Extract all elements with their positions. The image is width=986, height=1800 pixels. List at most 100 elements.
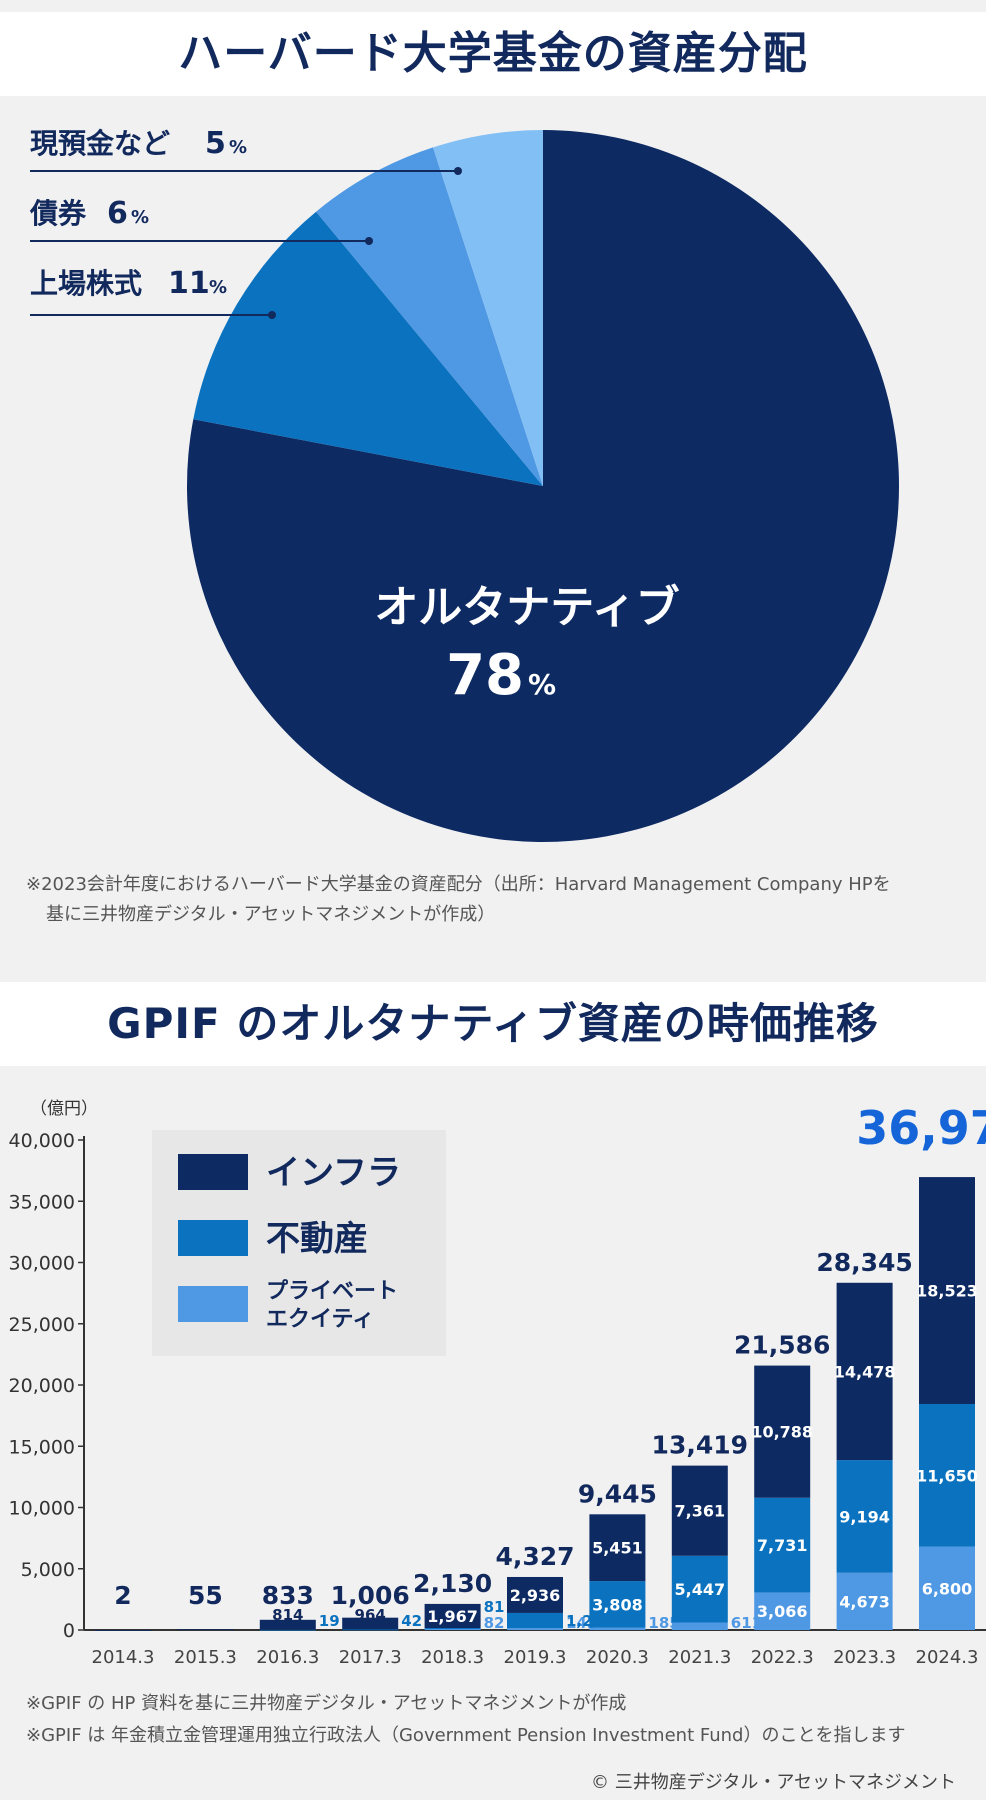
bar-total-label: 13,419: [652, 1431, 748, 1460]
bar-segment-infra-label: 2,936: [510, 1586, 561, 1605]
bar-group: 3,066 7,731 10,788 21,586 2022.3: [734, 1331, 830, 1668]
pie-callout-cash: 現預金など 5 %: [30, 126, 462, 175]
legend-swatch-real-estate: [178, 1220, 248, 1256]
bar-segment-infra: [507, 1576, 563, 1613]
bar-segment-private-equity-label: 3,066: [757, 1602, 808, 1621]
y-tick-label: 25,000: [9, 1314, 75, 1336]
bar-total-label: 28,345: [816, 1248, 912, 1277]
y-tick-label: 35,000: [9, 1191, 75, 1213]
bar-source-note: ※GPIF の HP 資料を基に三井物産デジタル・アセットマネジメントが作成 ※…: [26, 1688, 905, 1752]
bar-total-label: 1,006: [331, 1581, 410, 1610]
y-tick-label: 0: [63, 1620, 75, 1642]
x-tick-label: 2016.3: [256, 1647, 319, 1668]
bar-group: 6,800 11,650 18,523 36,972 2024.3: [856, 1101, 986, 1668]
x-tick-label: 2023.3: [833, 1647, 896, 1668]
bar-segment-private-equity: [836, 1572, 893, 1630]
bar-segment-real-estate: [671, 1555, 728, 1623]
copyright: © 三井物産デジタル・アセットマネジメント: [591, 1772, 956, 1793]
bar-segment-real-estate: [589, 1581, 646, 1628]
y-unit-label: （億円）: [30, 1099, 98, 1119]
bar-total-label: 2,130: [413, 1569, 492, 1598]
bar-segment-real-estate-label: 3,808: [592, 1595, 643, 1614]
pie-note-line-2: 基に三井物産デジタル・アセットマネジメントが作成）: [46, 904, 496, 925]
bar-segment-real-estate: [754, 1497, 811, 1593]
legend-swatch-infra: [178, 1154, 248, 1190]
x-tick-label: 2024.3: [916, 1647, 979, 1668]
x-tick-label: 2021.3: [668, 1647, 731, 1668]
bar-note-line-2: ※GPIF は 年金積立金管理運用独立行政法人（Government Pensi…: [26, 1725, 906, 1746]
x-tick-label: 2019.3: [504, 1647, 567, 1668]
bar-segment-private-equity-label: 6,800: [922, 1579, 973, 1598]
bar-segment-infra: [919, 1177, 975, 1404]
bar-segment-infra: [342, 1617, 399, 1630]
bar-segment-infra: [177, 1629, 234, 1631]
pie-callout-equity-percent: %: [209, 277, 227, 298]
bar-segment-private-equity-label: 82: [484, 1614, 505, 1632]
pie-main-percent: %: [528, 668, 556, 701]
pie-main-value: 78: [446, 643, 524, 708]
pie-callout-bonds-value: 6: [107, 196, 128, 231]
bar-group: 2 2014.3: [92, 1581, 155, 1668]
bar-segment-infra-label: 14,478: [834, 1362, 896, 1381]
bar-segment-private-equity: [424, 1628, 481, 1630]
pie-slice-cash: [432, 130, 543, 486]
bar-total-label: 9,445: [578, 1479, 657, 1508]
bar-segment-infra-label: 5,451: [592, 1539, 643, 1558]
bar-segment-infra: [754, 1365, 811, 1498]
pie-callout-cash-percent: %: [229, 137, 247, 158]
legend-label-real-estate: 不動産: [266, 1219, 368, 1259]
pie-source-note: ※2023会計年度におけるハーバード大学基金の資産配分（出所：Harvard M…: [26, 870, 891, 930]
x-tick-label: 2017.3: [339, 1647, 402, 1668]
legend-label-infra: インフラ: [266, 1153, 401, 1193]
y-tick-label: 5,000: [21, 1559, 75, 1581]
pie-slice-bonds: [316, 147, 543, 486]
bar-segment-infra-label: 7,361: [674, 1502, 725, 1521]
bar-segment-infra: [259, 1619, 316, 1630]
y-tick-label: 20,000: [9, 1375, 75, 1397]
legend-label-private-equity-2: エクイティ: [266, 1307, 374, 1332]
pie-slice-alternative: [186, 130, 900, 843]
bar-segment-private-equity: [919, 1546, 975, 1630]
bar-segment-real-estate-label: 5,447: [674, 1580, 725, 1599]
bar-segment-infra: [589, 1514, 646, 1582]
bar-total-label: 4,327: [495, 1542, 574, 1571]
bar-segment-infra-label: 18,523: [916, 1282, 978, 1301]
bar-segment-real-estate-label: 81: [484, 1598, 505, 1616]
bar-segment-infra-label: 814: [272, 1606, 303, 1624]
bar-total-label: 833: [262, 1581, 314, 1610]
pie-callout-bonds-label: 債券: [29, 197, 87, 230]
bar-segment-infra: [424, 1603, 481, 1629]
bar-segment-infra-label: 10,788: [751, 1423, 813, 1442]
y-tick-label: 40,000: [9, 1130, 75, 1152]
y-tick-label: 10,000: [9, 1498, 75, 1520]
bar-total-label: 21,586: [734, 1331, 830, 1360]
bar-group: 4,673 9,194 14,478 28,345 2023.3: [816, 1248, 912, 1668]
pie-callout-equity-value: 11: [168, 266, 210, 301]
y-tick-label: 15,000: [9, 1436, 75, 1458]
legend: インフラ 不動産 プライベート エクイティ: [152, 1130, 446, 1356]
bar-segment-infra-label: 1,967: [427, 1607, 478, 1626]
bar-segment-real-estate: [259, 1629, 316, 1631]
bar-segment-real-estate-label: 9,194: [839, 1507, 890, 1526]
bar-segment-infra: [671, 1465, 728, 1556]
bar-chart: （億円） 0 5,000 10,000 15,000 20,000 25,000 30,00…: [9, 1099, 986, 1668]
bar-total-label: 36,972: [856, 1101, 986, 1155]
pie-note-line-1: ※2023会計年度におけるハーバード大学基金の資産配分（出所：Harvard M…: [26, 874, 891, 895]
bar-total-label: 55: [188, 1581, 223, 1610]
pie-chart: 現預金など 5 % 債券 6 % 上場株式 11 % オルタナティブ 78 %: [29, 126, 900, 843]
pie-title: ハーバード大学基金の資産分配: [0, 12, 986, 96]
pie-callout-bonds: 債券 6 %: [29, 196, 373, 245]
bar-segment-real-estate-label: 42: [401, 1612, 422, 1630]
pie-callout-cash-value: 5: [205, 126, 226, 161]
bar-segment-real-estate: [919, 1403, 975, 1547]
bar-note-line-1: ※GPIF の HP 資料を基に三井物産デジタル・アセットマネジメントが作成: [26, 1693, 627, 1714]
pie-callout-bonds-percent: %: [131, 207, 149, 228]
bar-segment-private-equity: [589, 1627, 646, 1630]
legend-swatch-private-equity: [178, 1286, 248, 1322]
x-tick-label: 2014.3: [92, 1647, 155, 1668]
bar-segment-real-estate: [507, 1612, 563, 1629]
